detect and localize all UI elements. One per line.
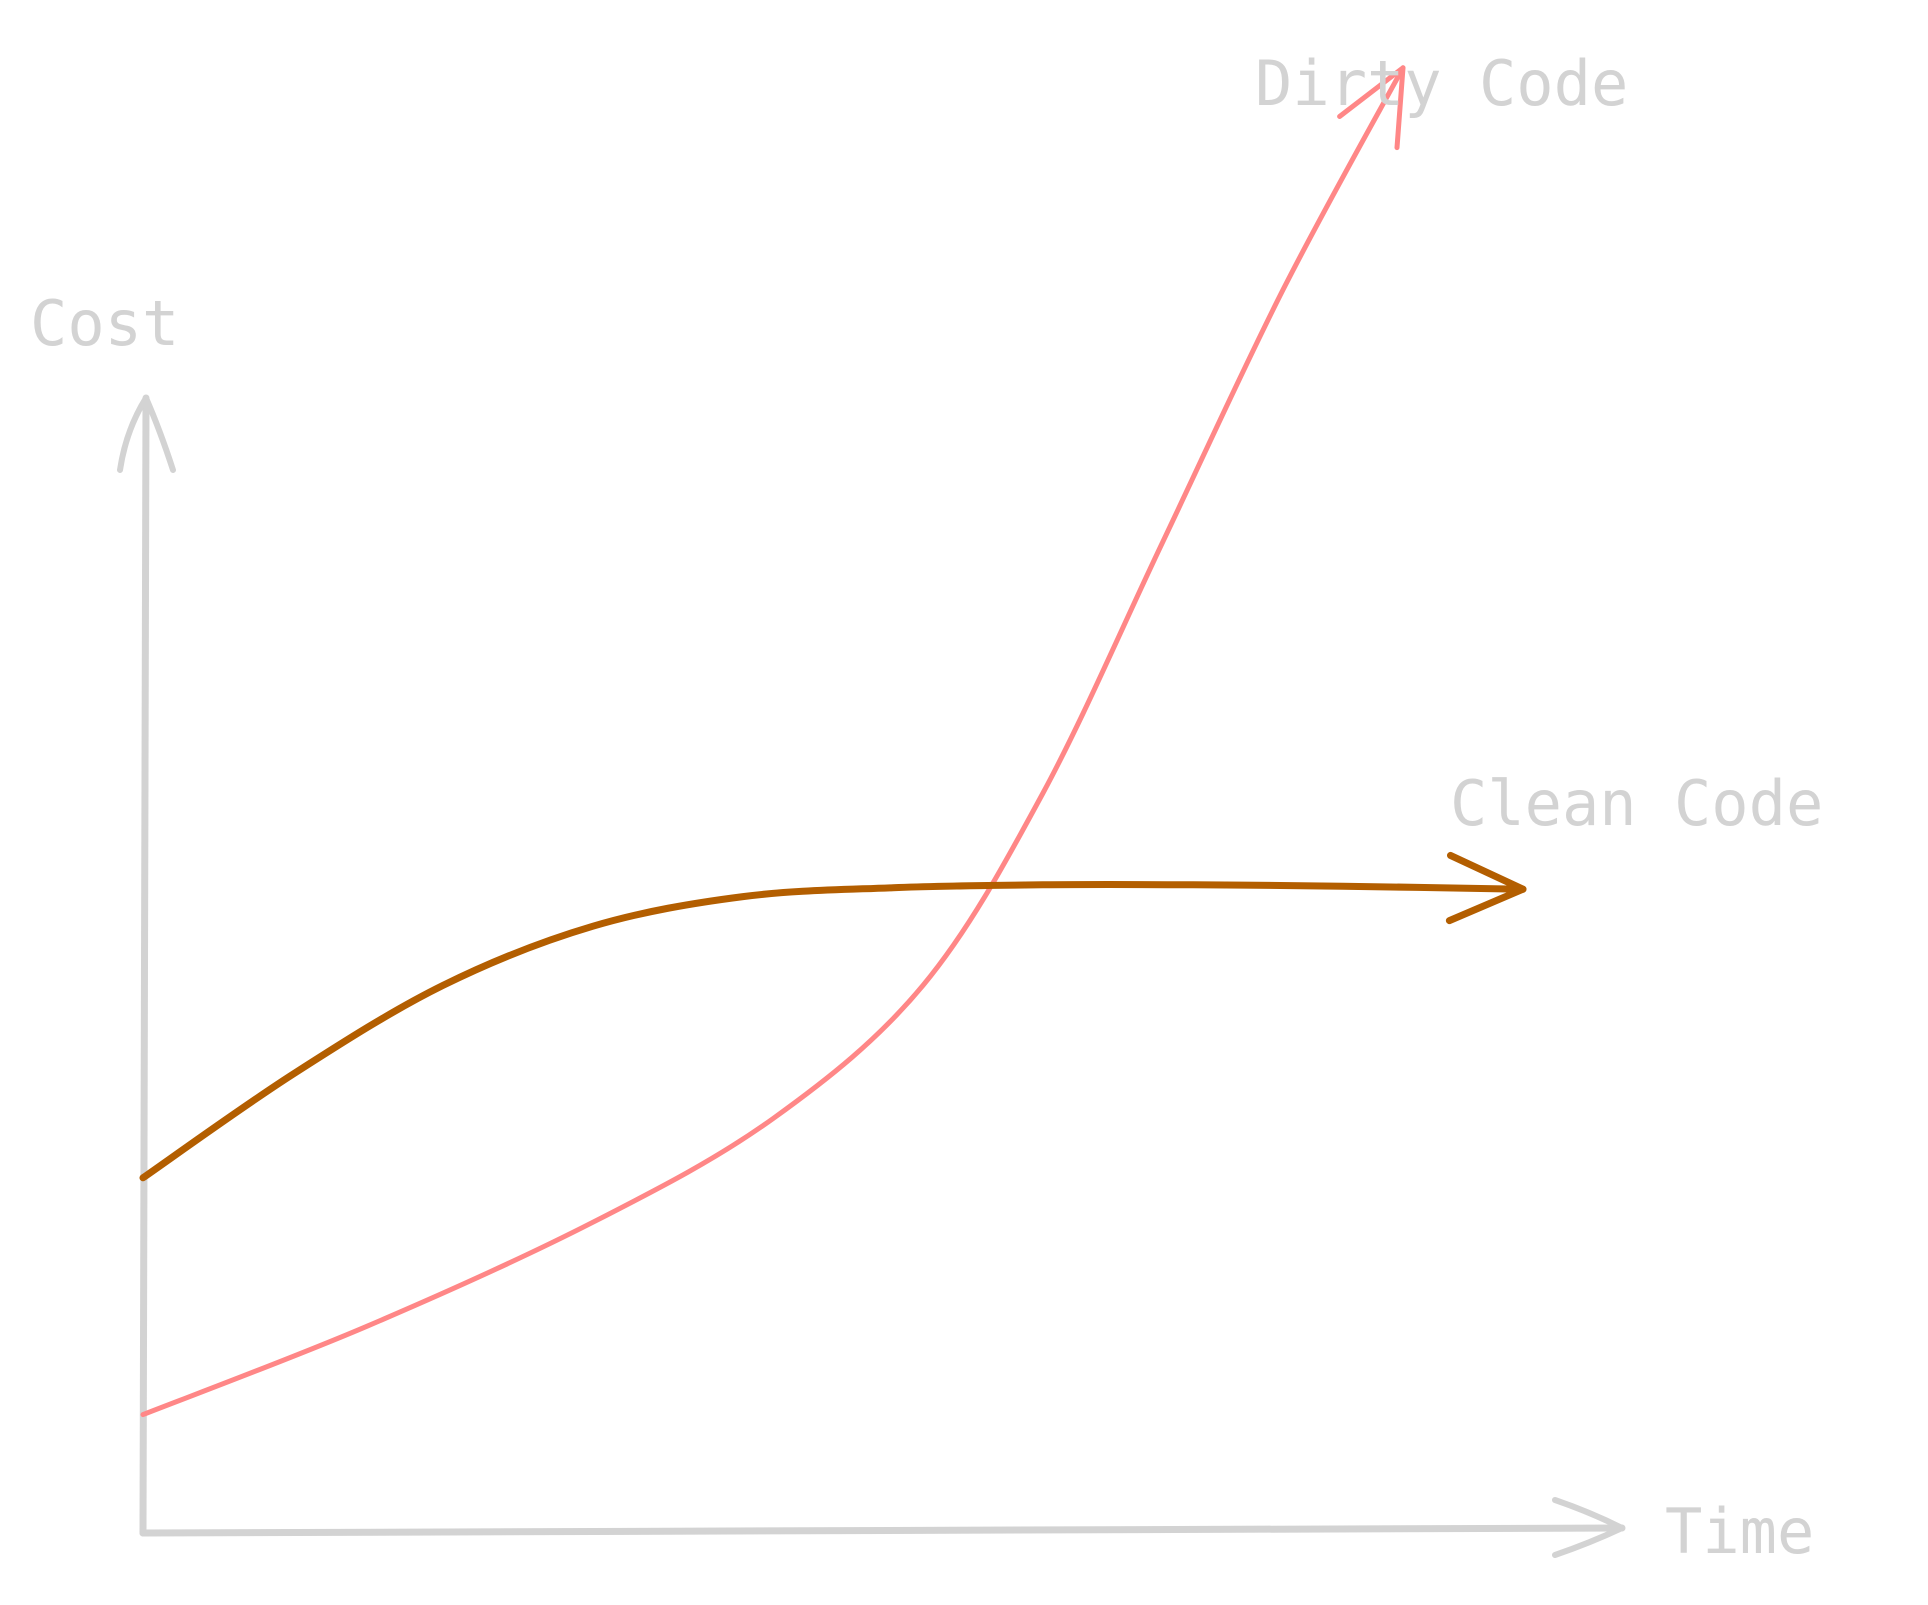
y-axis-arrowhead xyxy=(117,395,176,473)
dirty-code-arrowhead xyxy=(1337,65,1406,151)
dirty-code-line xyxy=(140,65,1406,1418)
clean-code-label: Clean Code xyxy=(1450,767,1823,840)
x-axis-line xyxy=(139,1524,1626,1537)
y-axis-label: Cost xyxy=(30,287,179,360)
x-axis-label: Time xyxy=(1665,1495,1814,1568)
series-clean-code xyxy=(139,851,1527,1182)
x-axis-arrowhead xyxy=(1552,1497,1625,1558)
series-dirty-code xyxy=(140,65,1406,1418)
dirty-code-label: Dirty Code xyxy=(1255,47,1628,120)
y-axis-line xyxy=(139,394,150,1537)
labels-layer: Cost Time Dirty Code Clean Code xyxy=(30,47,1823,1568)
series-layer xyxy=(139,65,1527,1418)
axes xyxy=(117,394,1626,1558)
clean-code-arrowhead xyxy=(1445,851,1527,925)
clean-code-line xyxy=(139,880,1527,1182)
